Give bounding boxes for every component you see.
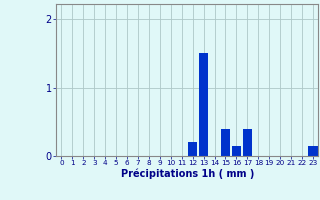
Bar [221, 129, 230, 156]
X-axis label: Précipitations 1h ( mm ): Précipitations 1h ( mm ) [121, 169, 254, 179]
Bar [308, 146, 317, 156]
Bar [243, 129, 252, 156]
Bar [232, 146, 241, 156]
Bar [199, 53, 208, 156]
Bar [188, 142, 197, 156]
